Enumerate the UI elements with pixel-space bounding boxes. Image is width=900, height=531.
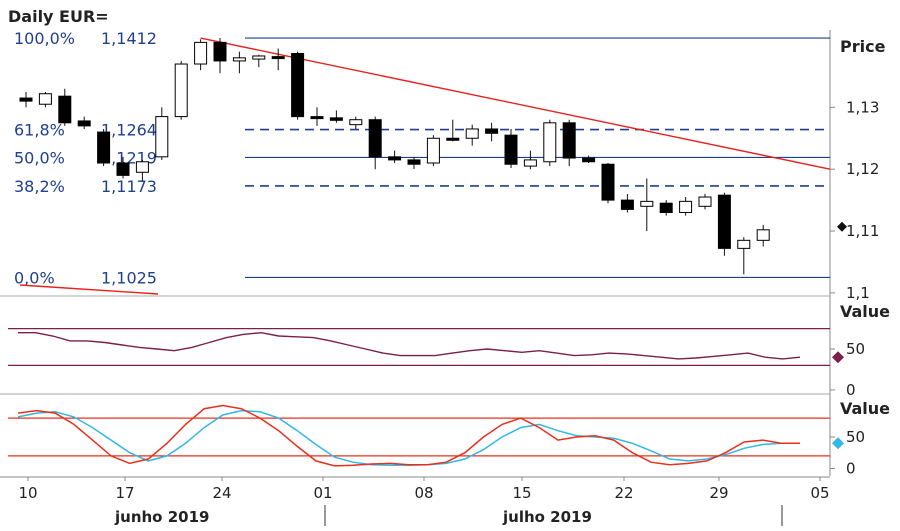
indicator1-marker (832, 351, 844, 364)
candle-bullish (232, 57, 246, 62)
month-label-july: julho 2019 (502, 508, 592, 526)
candle-bearish (77, 120, 91, 127)
candle-bullish (523, 159, 537, 167)
candle-bearish (659, 202, 673, 213)
price-axis-title: Price (840, 37, 886, 56)
price-tick-label: 1,13 (846, 98, 879, 116)
candle-bearish (620, 199, 634, 210)
candle-bullish (465, 128, 479, 139)
candle-bearish (582, 157, 596, 163)
indicator1-tick-label: 0 (846, 381, 856, 399)
candle-bullish (349, 119, 363, 126)
candle-bearish (446, 137, 460, 141)
indicator2-tick-label: 0 (846, 459, 856, 477)
candle-bullish (194, 41, 208, 65)
indicator2-fast-line (17, 404, 800, 467)
fib-level-percent: 38,2% (14, 177, 65, 196)
candle-bearish (562, 122, 576, 159)
candle-bullish (252, 55, 266, 60)
x-tick-label: 01 (313, 484, 332, 502)
x-tick-label: 29 (709, 484, 728, 502)
price-tick-label: 1,12 (846, 160, 879, 178)
candle-bearish (388, 156, 402, 161)
candle-bearish (310, 116, 324, 120)
candle-bullish (155, 116, 169, 158)
candle-bullish (737, 239, 751, 249)
indicator2-slow-line (17, 409, 800, 467)
x-tick-label: 24 (212, 484, 231, 502)
candle-bullish (426, 137, 440, 164)
x-tick-label: 10 (18, 484, 37, 502)
candle-bullish (38, 93, 52, 105)
candle-bearish (271, 56, 285, 60)
indicator2-axis-title: Value (840, 399, 890, 418)
candle-bearish (485, 128, 499, 134)
month-label-june: junho 2019 (114, 508, 209, 526)
candle-bearish (19, 97, 33, 102)
candle-bearish (717, 194, 731, 249)
candle-bearish (291, 53, 305, 118)
candle-bearish (116, 162, 130, 176)
price-tick-label: 1,1 (846, 284, 870, 302)
fib-level-value: 1,1173 (101, 177, 157, 196)
candle-bearish (329, 117, 343, 121)
fib-level-percent: 61,8% (14, 121, 65, 140)
candle-bearish (213, 41, 227, 62)
x-tick-label: 22 (614, 484, 633, 502)
candle-bullish (679, 200, 693, 213)
candle-bearish (407, 159, 421, 165)
trendline-lower (19, 284, 159, 295)
chart-title: Daily EUR= (8, 7, 109, 26)
indicator2-tick-label: 50 (846, 428, 865, 446)
fib-level-value: 1,1412 (101, 29, 157, 48)
x-tick-label: 17 (115, 484, 134, 502)
candle-bullish (543, 122, 557, 163)
candle-bullish (756, 229, 770, 241)
indicator1-tick-label: 50 (846, 340, 865, 358)
indicator2-marker (832, 437, 844, 450)
candle-bearish (368, 119, 382, 158)
fib-level-percent: 50,0% (14, 148, 65, 167)
indicator1-line (18, 331, 801, 360)
x-tick-label: 08 (414, 484, 433, 502)
candle-bullish (640, 200, 654, 207)
x-tick-label: 05 (810, 484, 829, 502)
candle-bullish (698, 196, 712, 207)
candle-bearish (97, 131, 111, 164)
price-tick-label: 1,11 (846, 222, 879, 240)
x-tick-label: 15 (512, 484, 531, 502)
indicator1-axis-title: Value (840, 302, 890, 321)
candle-bearish (504, 134, 518, 165)
fib-level-value: 1,1025 (101, 268, 157, 287)
candle-bullish (174, 63, 188, 118)
fib-level-percent: 100,0% (14, 29, 75, 48)
fib-level-value: 1,1264 (101, 121, 157, 140)
last-price-marker (837, 221, 847, 232)
trendline (200, 37, 831, 170)
candle-bullish (135, 161, 149, 173)
candle-bearish (601, 163, 615, 201)
fib-level-percent: 0,0% (14, 268, 55, 287)
candle-bearish (58, 95, 72, 124)
